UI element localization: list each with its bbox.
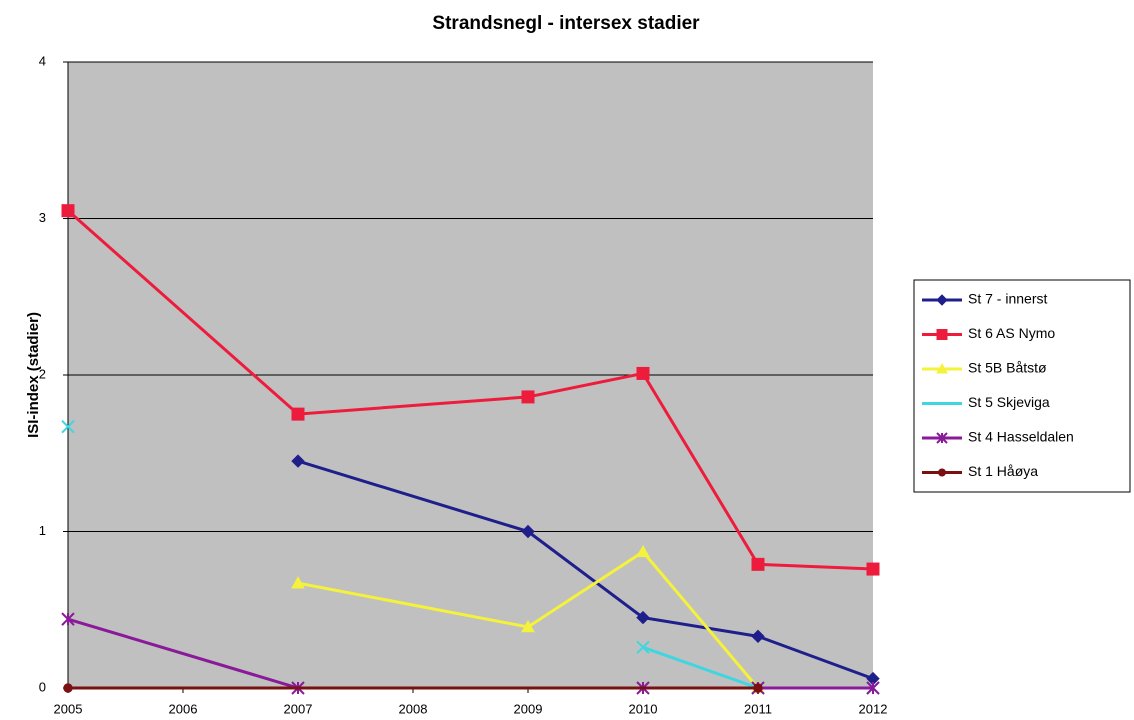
legend-label: St 5B Båtstø [968,360,1047,376]
marker [936,294,948,306]
chart-title: Strandsnegl - intersex stadier [432,13,700,34]
series-line [297,549,760,689]
marker [751,629,765,644]
legend-label: St 5 Skjeviga [968,394,1050,410]
legend-label: St 1 Håøya [968,463,1038,479]
marker [938,468,946,477]
marker [291,454,305,468]
marker [521,524,535,539]
y-tick-label: 2 [39,366,46,381]
marker [866,681,880,695]
marker [866,562,880,576]
legend: St 7 - innerst St 6 AS Nymo St 5B Båtstø St… [913,279,1131,493]
x-tick-label: 2007 [284,701,313,716]
marker [61,419,75,434]
marker [751,557,765,571]
x-tick-label: 2008 [399,701,428,716]
legend-box [913,279,1131,493]
y-axis-title: ISI-index (stadier) [25,312,42,438]
x-tick-label: 2010 [629,701,658,716]
x-tick-label: 2006 [169,701,198,716]
x-tick-label: 2005 [54,701,83,716]
y-tick-label: 0 [39,679,46,694]
marker [936,362,948,374]
marker [936,329,948,340]
marker [636,366,650,380]
legend-label: St 4 Hasseldalen [968,429,1074,445]
marker [753,683,763,693]
marker [936,432,948,444]
marker [63,683,73,693]
marker [521,619,535,633]
marker [291,407,305,421]
y-tick-label: 1 [39,523,46,538]
legend-label: St 6 AS Nymo [968,325,1055,341]
x-tick-label: 2009 [514,701,543,716]
marker [636,544,650,558]
marker [61,612,75,626]
y-tick-label: 3 [39,210,46,225]
marker [636,610,650,625]
marker [636,640,650,655]
marker [521,390,535,404]
marker [291,576,305,589]
x-tick-label: 2012 [859,701,888,716]
legend-label: St 7 - innerst [968,291,1047,307]
x-tick-label: 2011 [744,701,772,716]
marker [61,204,75,218]
y-tick-label: 4 [39,53,46,68]
series-line [67,209,874,571]
